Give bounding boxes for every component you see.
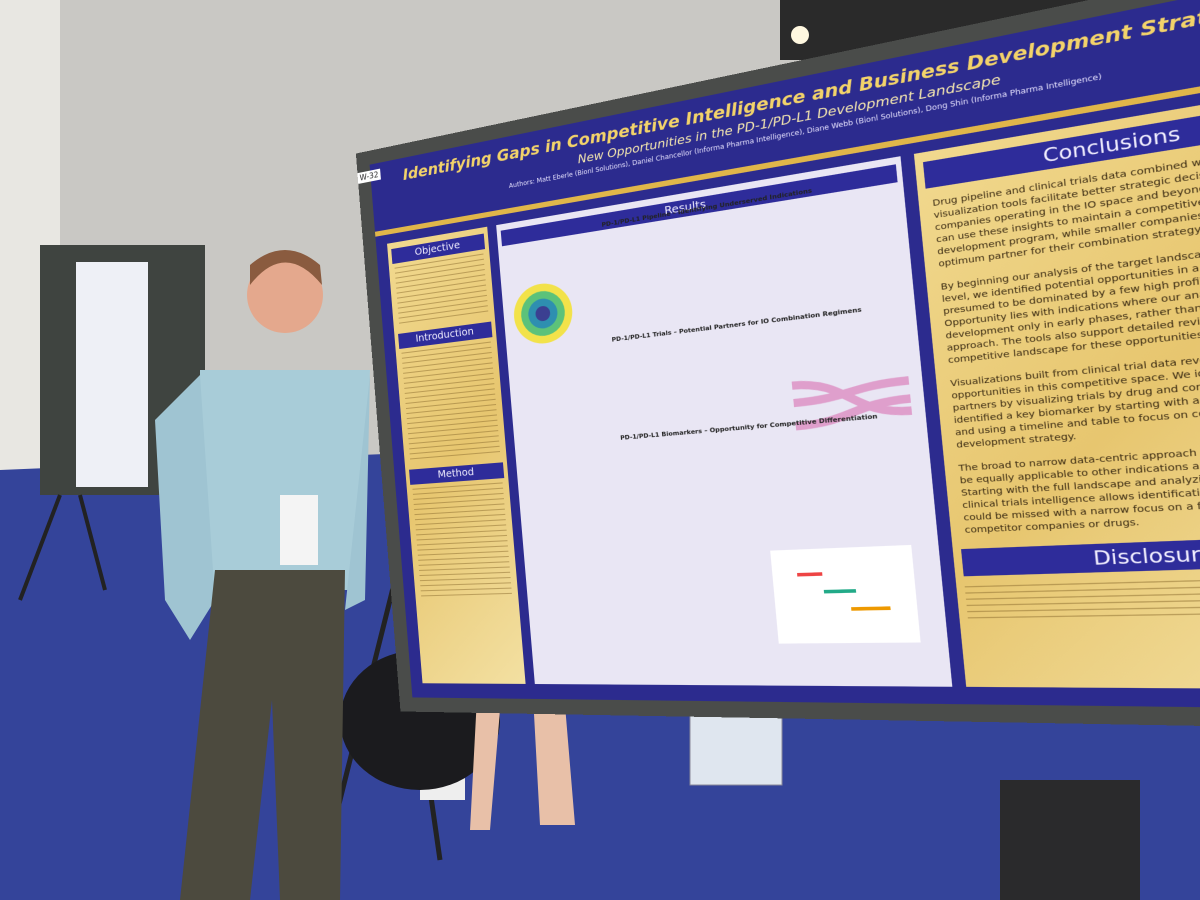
text-block <box>964 574 1200 623</box>
badge <box>280 495 318 565</box>
hair <box>250 250 322 285</box>
poster: W-32 Identifying Gaps in Competitive Int… <box>355 0 1200 731</box>
sankey-chart <box>791 362 914 444</box>
shirt <box>200 370 370 590</box>
section-heading: Method <box>409 462 505 485</box>
easel-leg <box>78 494 107 591</box>
head <box>247 257 323 333</box>
left-poster <box>76 262 148 487</box>
panel <box>770 544 921 644</box>
conclusion-paragraph: The broad to narrow data-centric approac… <box>958 437 1200 535</box>
easel-leg <box>18 494 62 601</box>
text-block <box>412 482 513 601</box>
text-block <box>394 253 489 328</box>
sunburst-chart <box>511 279 575 347</box>
board-number: W-32 <box>357 168 381 184</box>
results-column: Results PD-1/PD-L1 Pipeline – Identifyin… <box>496 156 953 687</box>
ceiling-light <box>791 26 809 44</box>
text-block <box>401 341 501 464</box>
sleeves <box>155 375 370 640</box>
results-heading: PD-1/PD-L1 Trials – Potential Partners f… <box>611 306 863 344</box>
timeline-chart <box>770 544 921 644</box>
conclusions-column: Conclusions Drug pipeline and clinical t… <box>913 83 1200 690</box>
poster-board: W-32 Identifying Gaps in Competitive Int… <box>355 0 1200 731</box>
trousers <box>180 570 345 900</box>
person-right <box>1000 780 1140 900</box>
section-heading: Disclosure <box>960 532 1200 576</box>
ring <box>511 279 575 347</box>
